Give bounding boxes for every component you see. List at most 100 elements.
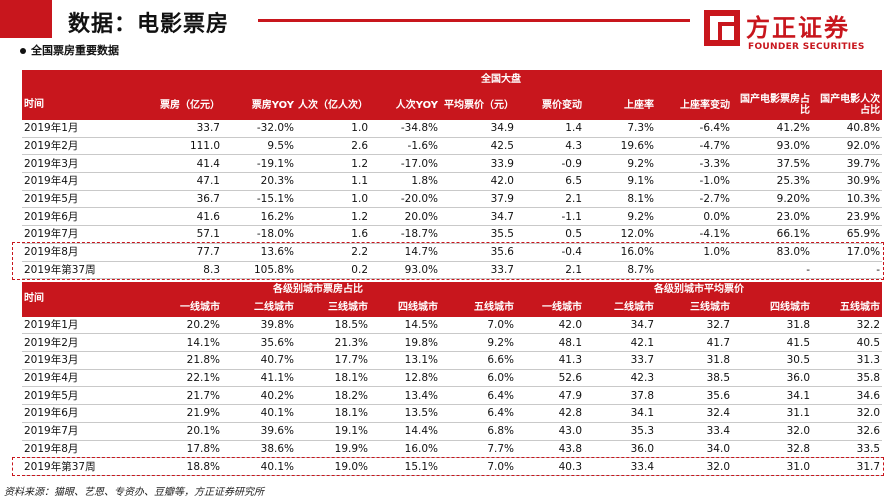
column-header: 三线城市 (656, 298, 733, 317)
highlight-box-table2 (12, 456, 884, 477)
table-cell: -34.8% (370, 120, 440, 138)
table-cell: 36.0 (584, 440, 657, 459)
column-header: 五线城市 (440, 298, 517, 317)
table-cell: 7.0% (440, 316, 517, 335)
table-cell: 16.0% (370, 440, 440, 459)
table-cell: 31.8 (656, 351, 733, 370)
table-cell: 7.7% (440, 440, 517, 459)
table-row: 2019年2月 111.0 9.5% 2.6 -1.6% 42.5 4.3 19.6% -4.7… (22, 137, 883, 156)
table-cell: 2.1 (516, 261, 584, 280)
table-cell: 1.8% (370, 172, 440, 191)
table-cell: -3.3% (656, 154, 732, 174)
table-cell: 35.5 (440, 225, 516, 244)
section-subtitle-text: 全国票房重要数据 (31, 44, 119, 57)
table-cell: -1.1 (516, 207, 584, 227)
table-cell: 1.2 (296, 154, 370, 174)
table-cell: 33.7 (584, 351, 657, 370)
title-underline (258, 19, 690, 22)
column-header: 票价变动 (516, 90, 584, 120)
column-header: 二线城市 (222, 298, 296, 317)
table-row: 2019年第37周 18.8% 40.1% 19.0% 15.1% 7.0% 40.3 33.… (22, 457, 883, 476)
column-header: 上座率 (584, 90, 656, 120)
column-header: 一线城市 (516, 298, 585, 317)
table-cell: 8.3 (120, 261, 222, 280)
row-label: 2019年8月 (22, 440, 120, 459)
table-cell: 34.6 (812, 386, 883, 406)
source-note: 资料来源：猫眼、艺恩、专资办、豆瓣等，方正证券研究所 (4, 487, 264, 498)
table-cell: 18.1% (296, 404, 370, 423)
column-header-time: 时间 (22, 282, 120, 317)
table-row: 2019年1月 20.2% 39.8% 18.5% 14.5% 7.0% 42.0 34.7 3… (22, 316, 883, 335)
table-row: 2019年5月 21.7% 40.2% 18.2% 13.4% 6.4% 47.9 37.8 3… (22, 386, 883, 406)
row-label: 2019年第37周 (22, 261, 120, 280)
table-cell: 40.5 (812, 333, 883, 353)
table-cell: 15.1% (370, 457, 440, 476)
table-cell: 17.7% (296, 351, 370, 370)
column-header: 四线城市 (732, 298, 813, 317)
table-cell: 83.0% (732, 243, 812, 262)
table-cell: -19.1% (222, 154, 296, 174)
table-cell: 9.5% (222, 137, 296, 156)
table-cell: 40.7% (222, 351, 296, 370)
table-cell: 2.1 (516, 190, 584, 209)
table-cell: 32.4 (656, 404, 733, 423)
table-cell: 9.2% (440, 333, 517, 353)
table-cell: 20.1% (120, 422, 222, 441)
table-cell: -0.4 (516, 243, 584, 262)
table-cell: 23.9% (812, 207, 883, 227)
table-cell: 21.7% (120, 386, 222, 406)
table-cell: 21.3% (296, 333, 370, 353)
table-cell: 21.8% (120, 351, 222, 370)
table-row: 2019年6月 21.9% 40.1% 18.1% 13.5% 6.4% 42.8 34.1 3… (22, 404, 883, 423)
table-cell: 13.6% (222, 243, 296, 262)
row-label: 2019年第37周 (22, 457, 120, 476)
column-header: 二线城市 (584, 298, 657, 317)
table-cell: 39.8% (222, 316, 296, 335)
table-cell: 32.6 (812, 422, 883, 441)
table-cell: 34.1 (732, 386, 813, 406)
column-header: 四线城市 (370, 298, 440, 317)
table-cell: 65.9% (812, 225, 883, 244)
table-cell: 6.6% (440, 351, 517, 370)
table-cell: 6.8% (440, 422, 517, 441)
row-label: 2019年6月 (22, 207, 120, 227)
table-cell: 40.8% (812, 120, 883, 138)
table-cell: 31.8 (732, 316, 813, 335)
table-cell: 6.4% (440, 404, 517, 423)
column-header: 人次（亿人次） (296, 90, 370, 120)
table-cell: 40.1% (222, 404, 296, 423)
table-cell: 47.9 (516, 386, 585, 406)
table-cell: 36.0 (732, 369, 813, 388)
row-label: 2019年6月 (22, 404, 120, 423)
row-label: 2019年4月 (22, 172, 120, 191)
table-cell: 20.3% (222, 172, 296, 191)
table-cell: 39.7% (812, 154, 883, 174)
highlight-box-table1 (12, 242, 884, 280)
table-cell: -4.1% (656, 225, 732, 244)
table-cell: 1.1 (296, 172, 370, 191)
column-header-time: 时间 (22, 90, 120, 120)
table-cell: 37.5% (732, 154, 812, 174)
table-row: 2019年4月 47.1 20.3% 1.1 1.8% 42.0 6.5 9.1% -1.0% 2… (22, 172, 883, 191)
table-cell: 25.3% (732, 172, 812, 191)
founder-logo-icon (704, 10, 740, 46)
column-header: 一线城市 (120, 298, 222, 317)
table-row: 2019年6月 41.6 16.2% 1.2 20.0% 34.7 -1.1 9.2% 0.0%… (22, 207, 883, 227)
table-cell: 93.0% (370, 261, 440, 280)
table-cell: 41.2% (732, 120, 812, 138)
table-cell: 13.5% (370, 404, 440, 423)
table-cell: 13.1% (370, 351, 440, 370)
table-cell: 37.9 (440, 190, 516, 209)
table-cell: 4.3 (516, 137, 584, 156)
column-header: 票房YOY (222, 90, 296, 120)
table-cell: 32.0 (812, 404, 883, 423)
column-header: 上座率变动 (656, 90, 732, 120)
row-label: 2019年4月 (22, 369, 120, 388)
table-cell: 30.5 (732, 351, 813, 370)
table-cell: 19.0% (296, 457, 370, 476)
table-cell: 12.0% (584, 225, 656, 244)
table-cell: 33.7 (120, 120, 222, 138)
table-cell: 52.6 (516, 369, 585, 388)
table-cell: 7.0% (440, 457, 517, 476)
table-cell: 9.20% (732, 190, 812, 209)
